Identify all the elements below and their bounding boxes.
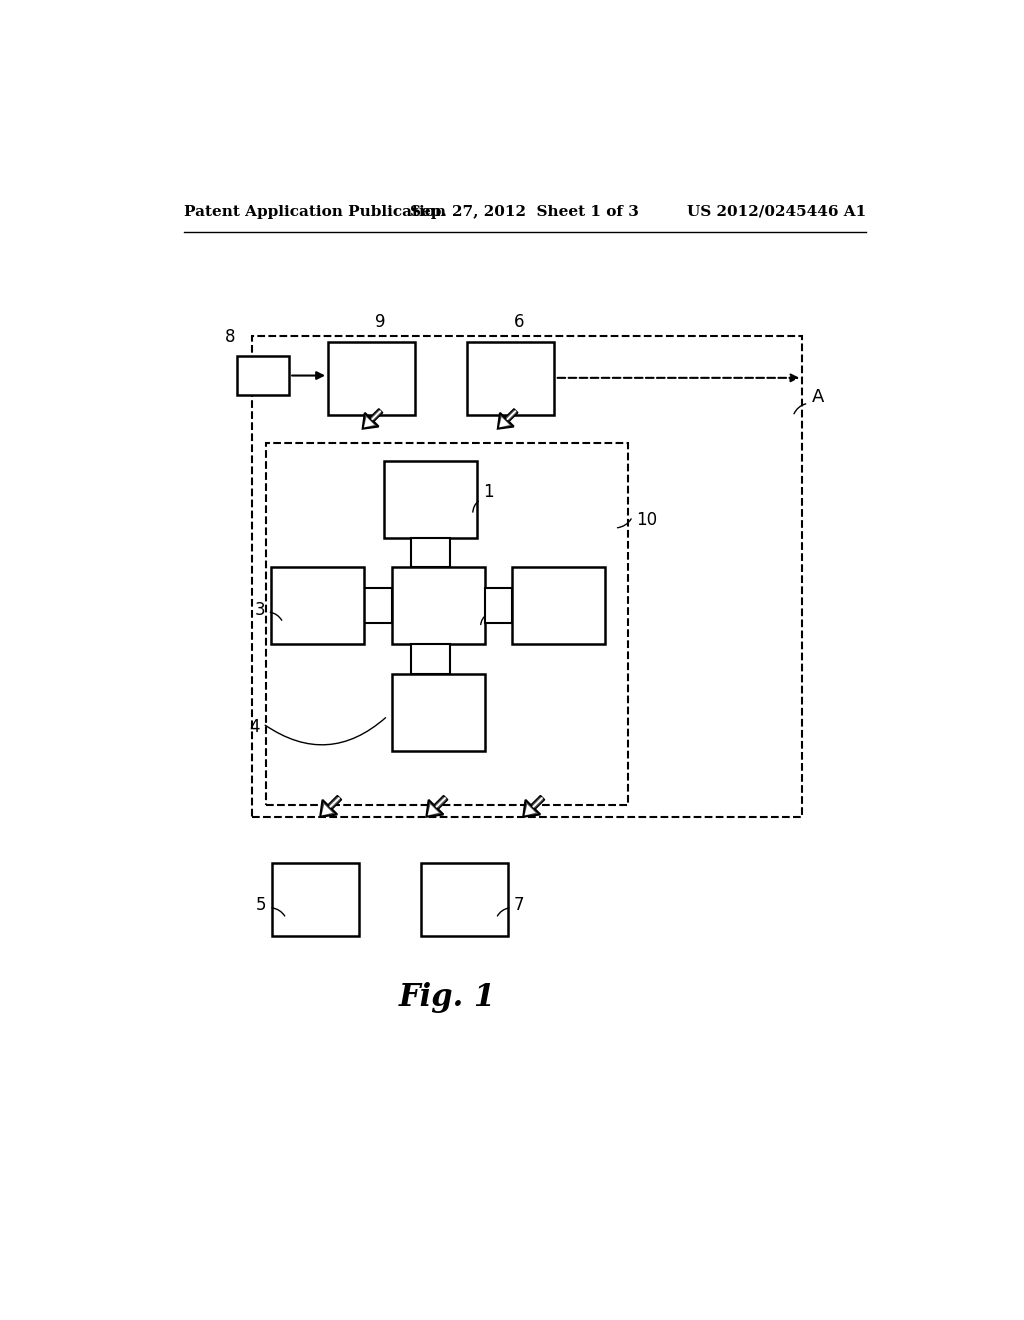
Polygon shape <box>434 796 447 809</box>
Text: 5: 5 <box>255 896 266 915</box>
Bar <box>365 589 391 623</box>
Text: 4: 4 <box>249 718 260 737</box>
Polygon shape <box>524 804 536 816</box>
Bar <box>512 568 604 644</box>
Polygon shape <box>498 413 514 429</box>
Polygon shape <box>506 411 516 420</box>
Text: 10: 10 <box>636 511 657 529</box>
Text: 9: 9 <box>375 313 385 331</box>
Text: 2: 2 <box>490 603 502 620</box>
Bar <box>252 335 802 817</box>
Polygon shape <box>426 800 443 817</box>
Bar <box>328 342 415 414</box>
Polygon shape <box>499 417 510 428</box>
Bar <box>467 342 554 414</box>
Text: 3: 3 <box>255 601 265 619</box>
Text: 8: 8 <box>225 327 236 346</box>
Polygon shape <box>371 411 381 420</box>
Text: US 2012/0245446 A1: US 2012/0245446 A1 <box>686 205 866 219</box>
Bar <box>272 863 359 936</box>
Polygon shape <box>328 796 342 809</box>
Polygon shape <box>364 417 375 428</box>
Bar <box>411 539 450 568</box>
Text: A: A <box>812 388 824 407</box>
Polygon shape <box>322 804 333 816</box>
Polygon shape <box>329 797 340 808</box>
Text: 1: 1 <box>483 483 494 500</box>
Polygon shape <box>532 797 544 808</box>
Polygon shape <box>362 413 379 429</box>
Bar <box>384 461 477 539</box>
Bar <box>421 863 508 936</box>
Bar <box>391 673 484 751</box>
Bar <box>237 356 289 395</box>
Text: Sep. 27, 2012  Sheet 1 of 3: Sep. 27, 2012 Sheet 1 of 3 <box>411 205 639 219</box>
Text: 7: 7 <box>514 896 524 915</box>
Bar <box>391 568 484 644</box>
Text: Patent Application Publication: Patent Application Publication <box>183 205 445 219</box>
Text: 6: 6 <box>514 313 524 331</box>
Polygon shape <box>523 800 541 817</box>
Polygon shape <box>370 409 383 421</box>
Text: Fig. 1: Fig. 1 <box>398 982 496 1014</box>
Polygon shape <box>505 409 518 421</box>
Bar <box>484 589 512 623</box>
Bar <box>266 444 628 805</box>
Polygon shape <box>530 796 545 809</box>
Polygon shape <box>428 804 439 816</box>
Bar <box>411 644 450 673</box>
Polygon shape <box>435 797 446 808</box>
Bar <box>271 568 365 644</box>
Polygon shape <box>321 800 337 817</box>
